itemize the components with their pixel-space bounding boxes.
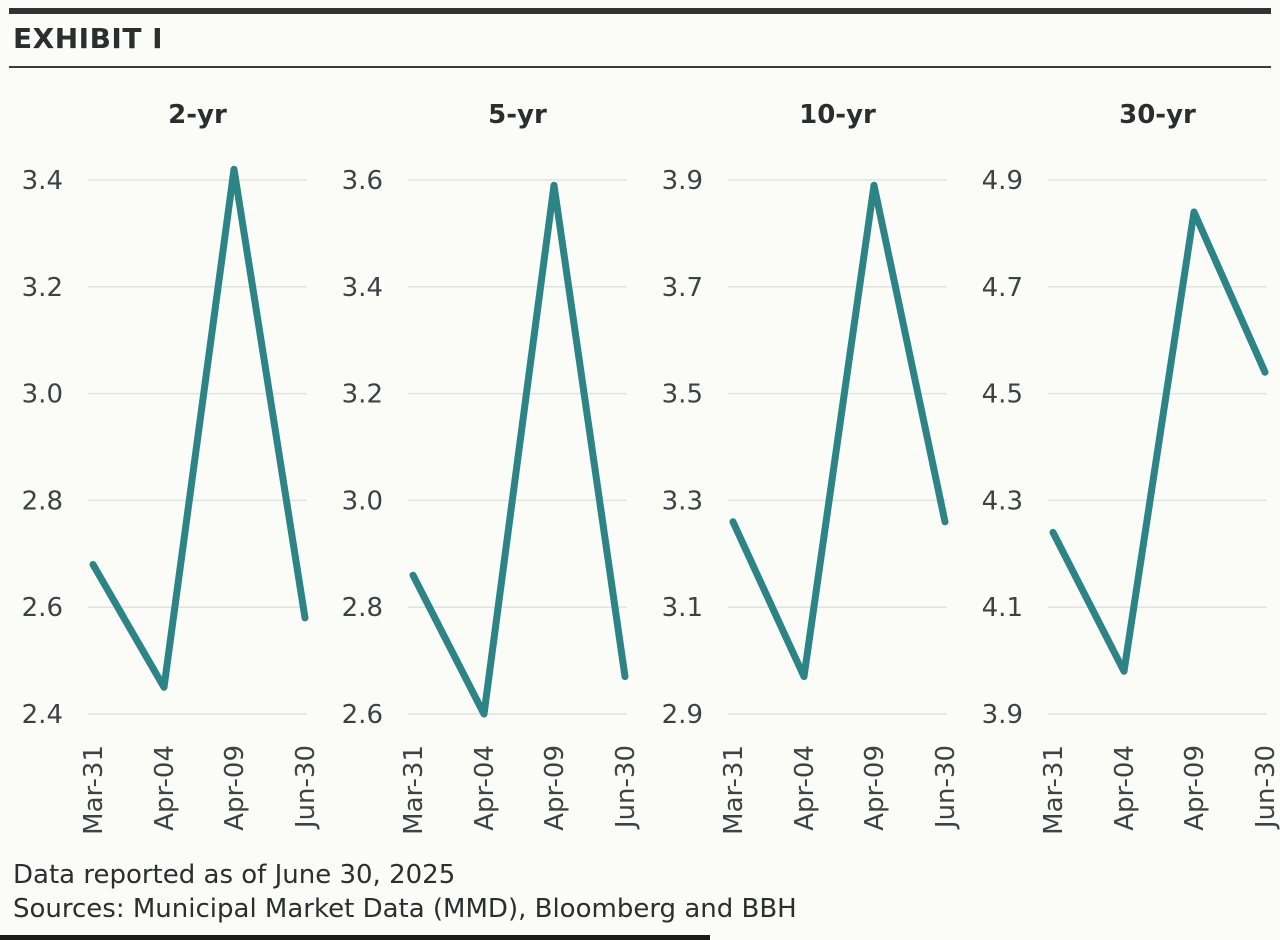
y-axis-tick-label: 3.4 xyxy=(22,166,63,196)
y-axis-tick-label: 3.7 xyxy=(662,273,703,303)
x-axis-tick-label: Mar-31 xyxy=(719,745,749,835)
bottom-partial-rule xyxy=(0,935,710,940)
yield-panel-30yr: 30-yr 4.9 4.7 4.5 4.3 4.1 3.9 Mar-31 Apr-04 Apr-… xyxy=(960,90,1280,860)
x-axis-tick-label: Mar-31 xyxy=(399,745,429,835)
line-chart: 4.9 4.7 4.5 4.3 4.1 3.9 Mar-31 Apr-04 Apr-09 Jun-… xyxy=(982,166,1280,835)
x-axis-tick-label: Jun-30 xyxy=(931,745,960,830)
footer: Data reported as of June 30, 2025 Source… xyxy=(13,858,797,926)
yield-panel-5yr: 5-yr 3.6 3.4 3.2 3.0 2.8 2.6 Mar-31 Apr-04 Apr-0… xyxy=(320,90,640,860)
y-axis-tick-label: 3.0 xyxy=(22,380,63,410)
x-axis-tick-label: Apr-04 xyxy=(1110,745,1140,831)
x-axis-tick-label: Jun-30 xyxy=(1251,745,1280,830)
y-axis-tick-label: 4.7 xyxy=(982,273,1023,303)
exhibit-title: EXHIBIT I xyxy=(13,22,164,55)
y-axis-tick-label: 3.5 xyxy=(662,380,703,410)
y-axis-tick-label: 3.6 xyxy=(342,166,383,196)
panel-title: 2-yr xyxy=(168,100,227,130)
yield-line xyxy=(89,165,309,691)
y-axis-tick-label: 3.3 xyxy=(662,486,703,516)
x-axis-tick-label: Apr-04 xyxy=(470,745,500,831)
x-axis-tick-label: Apr-04 xyxy=(790,745,820,831)
y-axis-tick-label: 2.9 xyxy=(662,700,703,730)
charts-row: 2-yr 3.4 3.2 3.0 2.8 2.6 2.4 Mar-31 Apr-04 Apr-0… xyxy=(0,90,1280,860)
yield-panel-10yr: 10-yr 3.9 3.7 3.5 3.3 3.1 2.9 Mar-31 Apr-04 Apr-… xyxy=(640,90,960,860)
y-axis-tick-label: 3.4 xyxy=(342,273,383,303)
line-chart: 3.9 3.7 3.5 3.3 3.1 2.9 Mar-31 Apr-04 Apr-09 Jun-… xyxy=(662,166,960,835)
y-axis-tick-label: 4.3 xyxy=(982,486,1023,516)
x-axis-tick-label: Jun-30 xyxy=(291,745,320,830)
y-axis-tick-label: 3.9 xyxy=(982,700,1023,730)
y-axis-tick-label: 4.5 xyxy=(982,380,1023,410)
y-axis-tick-label: 3.9 xyxy=(662,166,703,196)
y-axis-tick-label: 2.6 xyxy=(22,593,63,623)
header-rule xyxy=(9,66,1271,68)
y-axis-tick-label: 3.2 xyxy=(342,380,383,410)
x-axis-tick-label: Apr-04 xyxy=(150,745,180,831)
yield-line xyxy=(729,181,949,681)
x-axis-tick-label: Mar-31 xyxy=(79,745,109,835)
y-axis-tick-label: 2.8 xyxy=(342,593,383,623)
yield-line xyxy=(409,181,629,718)
x-axis-tick-label: Jun-30 xyxy=(611,745,640,830)
panel-title: 10-yr xyxy=(799,100,876,130)
x-axis-tick-label: Apr-09 xyxy=(220,745,250,831)
footer-as-of: Data reported as of June 30, 2025 xyxy=(13,860,456,890)
top-rule xyxy=(9,8,1271,14)
y-axis-tick-label: 2.8 xyxy=(22,486,63,516)
line-chart: 3.4 3.2 3.0 2.8 2.6 2.4 Mar-31 Apr-04 Apr-09 Jun-… xyxy=(22,165,320,835)
y-axis-tick-label: 2.6 xyxy=(342,700,383,730)
y-axis-tick-label: 4.1 xyxy=(982,593,1023,623)
y-axis-tick-label: 3.0 xyxy=(342,486,383,516)
y-axis-tick-label: 4.9 xyxy=(982,166,1023,196)
y-axis-tick-label: 3.2 xyxy=(22,273,63,303)
yield-panel-2yr: 2-yr 3.4 3.2 3.0 2.8 2.6 2.4 Mar-31 Apr-04 Apr-0… xyxy=(0,90,320,860)
line-chart: 3.6 3.4 3.2 3.0 2.8 2.6 Mar-31 Apr-04 Apr-09 Jun-… xyxy=(342,166,640,835)
x-axis-tick-label: Apr-09 xyxy=(1180,745,1210,831)
yield-line xyxy=(1049,208,1269,675)
panel-title: 5-yr xyxy=(488,100,547,130)
x-axis-tick-label: Apr-09 xyxy=(860,745,890,831)
y-axis-tick-label: 3.1 xyxy=(662,593,703,623)
y-axis-tick-label: 2.4 xyxy=(22,700,63,730)
x-axis-tick-label: Apr-09 xyxy=(540,745,570,831)
footer-sources: Sources: Municipal Market Data (MMD), Bl… xyxy=(13,894,797,924)
x-axis-tick-label: Mar-31 xyxy=(1039,745,1069,835)
panel-title: 30-yr xyxy=(1119,100,1196,130)
